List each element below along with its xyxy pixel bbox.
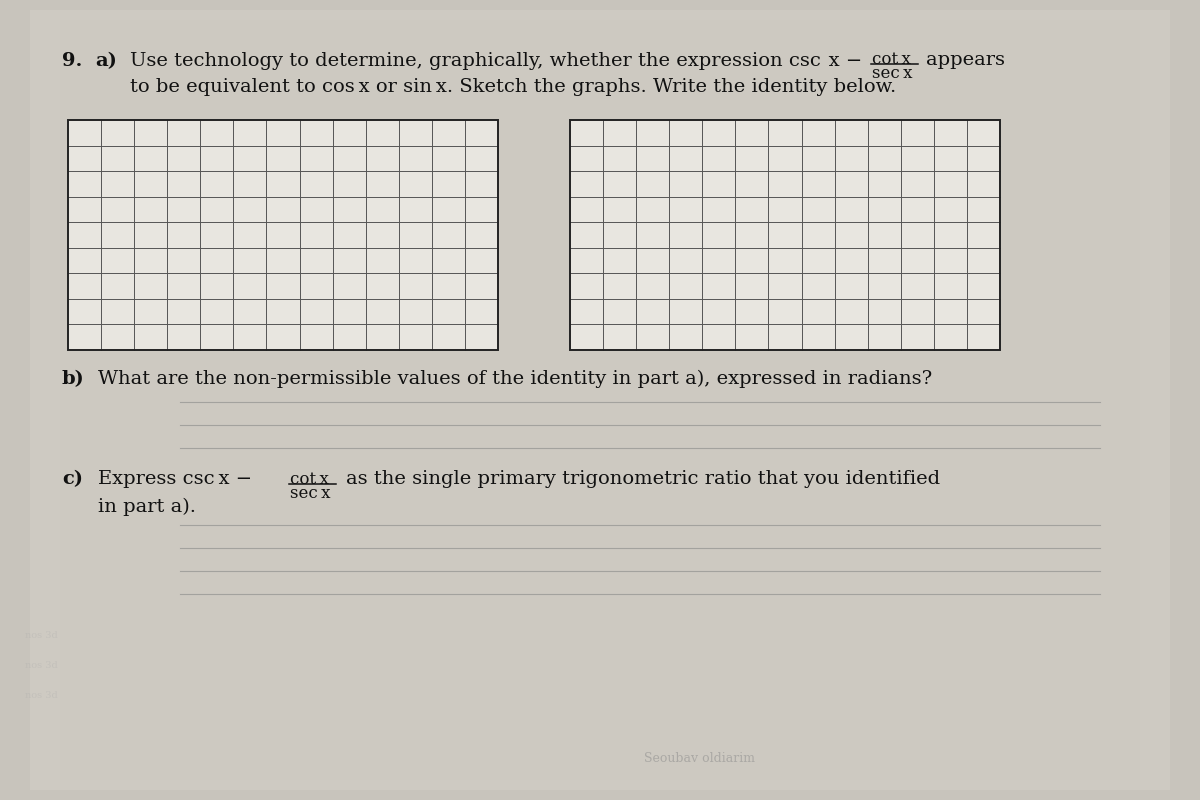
- Text: to be equivalent to cos x or sin x. Sketch the graphs. Write the identity below.: to be equivalent to cos x or sin x. Sket…: [130, 78, 896, 96]
- Text: b): b): [62, 370, 85, 388]
- Text: What are the non-permissible values of the identity in part a), expressed in rad: What are the non-permissible values of t…: [98, 370, 932, 388]
- Text: as the single primary trigonometric ratio that you identified: as the single primary trigonometric rati…: [346, 470, 940, 488]
- Text: Express csc x −: Express csc x −: [98, 470, 252, 488]
- Text: sec x: sec x: [872, 65, 912, 82]
- Text: cot x: cot x: [290, 471, 329, 488]
- Text: 9.: 9.: [62, 52, 83, 70]
- Text: nos 3d: nos 3d: [25, 691, 58, 700]
- Text: nos 3d: nos 3d: [25, 631, 58, 640]
- Text: appears: appears: [926, 51, 1006, 69]
- Text: a): a): [95, 52, 116, 70]
- Text: nos 3d: nos 3d: [25, 661, 58, 670]
- Text: Use technology to determine, graphically, whether the expression csc  x −: Use technology to determine, graphically…: [130, 52, 863, 70]
- Text: sec x: sec x: [290, 485, 330, 502]
- Bar: [68, 120, 498, 350]
- Text: cot x: cot x: [872, 51, 911, 68]
- Bar: [68, 120, 498, 350]
- Text: Seoubav oldiarim: Seoubav oldiarim: [644, 752, 756, 765]
- Bar: [570, 120, 1000, 350]
- Text: in part a).: in part a).: [98, 498, 196, 516]
- Text: c): c): [62, 470, 83, 488]
- Bar: [570, 120, 1000, 350]
